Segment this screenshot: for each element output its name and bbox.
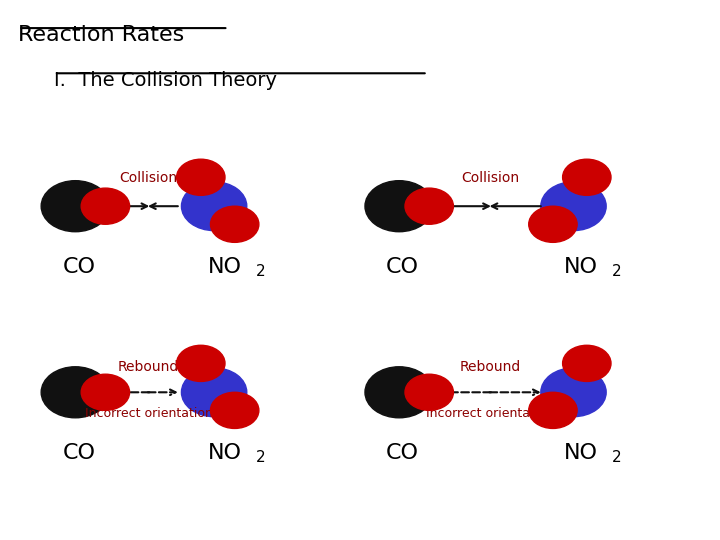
Circle shape [365, 181, 433, 232]
Text: NO: NO [564, 443, 598, 463]
Circle shape [176, 345, 225, 381]
Circle shape [405, 374, 454, 410]
Text: Reaction Rates: Reaction Rates [19, 25, 184, 45]
Circle shape [528, 206, 577, 242]
Circle shape [528, 392, 577, 428]
Text: Incorrect orientation: Incorrect orientation [85, 407, 212, 420]
Circle shape [541, 182, 606, 231]
Text: CO: CO [63, 256, 95, 276]
Text: NO: NO [208, 256, 242, 276]
Text: Collision: Collision [120, 171, 178, 185]
Circle shape [210, 206, 259, 242]
Text: CO: CO [63, 443, 95, 463]
Circle shape [181, 182, 247, 231]
Text: Rebound: Rebound [118, 360, 179, 374]
Text: CO: CO [386, 443, 419, 463]
Text: NO: NO [208, 443, 242, 463]
Circle shape [41, 181, 109, 232]
Circle shape [541, 368, 606, 417]
Circle shape [562, 159, 611, 195]
Text: 2: 2 [256, 450, 265, 465]
Circle shape [41, 367, 109, 418]
Circle shape [181, 368, 247, 417]
Circle shape [176, 159, 225, 195]
Text: Rebound: Rebound [459, 360, 521, 374]
Text: Collision: Collision [462, 171, 519, 185]
Text: 2: 2 [256, 264, 265, 279]
Text: 2: 2 [611, 264, 621, 279]
Text: Incorrect orientation: Incorrect orientation [426, 407, 554, 420]
Circle shape [562, 345, 611, 381]
Circle shape [210, 392, 259, 428]
Circle shape [81, 374, 130, 410]
Text: 2: 2 [611, 450, 621, 465]
Text: I.  The Collision Theory: I. The Collision Theory [54, 71, 277, 90]
Circle shape [365, 367, 433, 418]
Text: CO: CO [386, 256, 419, 276]
Circle shape [81, 188, 130, 224]
Circle shape [405, 188, 454, 224]
Text: NO: NO [564, 256, 598, 276]
